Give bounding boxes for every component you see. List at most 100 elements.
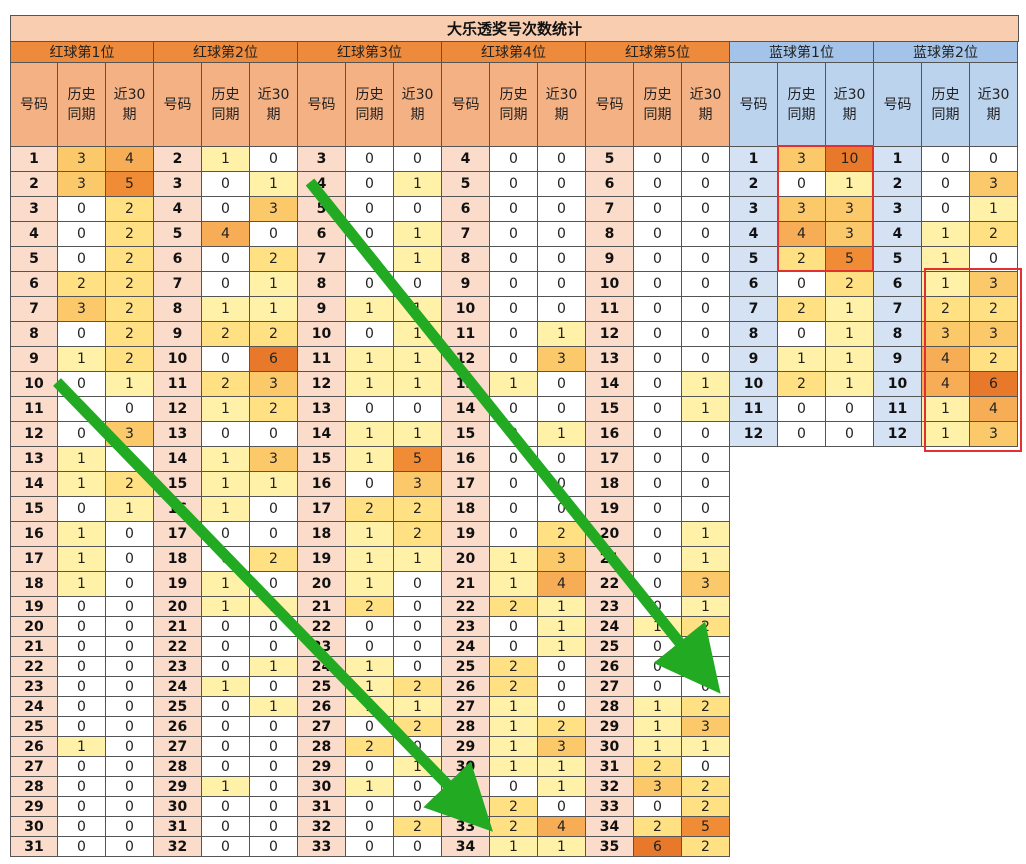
ball-number-cell: 25 [154,697,202,717]
ball-number-cell: 23 [154,657,202,677]
recent-count-cell: 2 [106,222,154,247]
recent-count-cell: 2 [106,247,154,272]
ball-number-cell: 6 [442,197,490,222]
history-count-cell: 0 [202,697,250,717]
ball-number-cell: 19 [10,597,58,617]
history-count-cell: 0 [490,422,538,447]
recent-count-cell: 1 [538,322,586,347]
recent-count-cell: 1 [538,617,586,637]
recent-count-cell: 0 [538,172,586,197]
history-count-cell: 0 [634,197,682,222]
ball-number-cell: 12 [442,347,490,372]
history-count-cell: 0 [634,172,682,197]
recent-count-cell: 1 [682,597,730,617]
recent-count-cell: 0 [538,372,586,397]
recent-count-cell: 0 [538,272,586,297]
ball-number-cell: 14 [442,397,490,422]
ball-number-cell: 28 [586,697,634,717]
recent-count-cell: 3 [250,197,298,222]
history-count-cell: 0 [490,347,538,372]
ball-number-cell: 24 [154,677,202,697]
history-count-cell: 0 [202,172,250,197]
ball-number-cell: 2 [10,172,58,197]
history-count-cell: 2 [778,372,826,397]
history-count-cell: 3 [58,297,106,322]
ball-number-cell: 14 [154,447,202,472]
ball-number-cell: 3 [874,197,922,222]
history-count-cell: 2 [58,272,106,297]
recent-count-cell: 0 [538,657,586,677]
ball-number-cell: 22 [298,617,346,637]
ball-number-cell: 20 [442,547,490,572]
column-header-hist: 历史 同期 [58,63,106,147]
history-count-cell: 0 [778,172,826,197]
column-header-recent: 近30 期 [682,63,730,147]
recent-count-cell: 3 [970,272,1018,297]
history-count-cell: 3 [922,322,970,347]
history-count-cell: 1 [58,347,106,372]
column-header-hist: 历史 同期 [922,63,970,147]
history-count-cell: 0 [202,617,250,637]
history-count-cell: 0 [634,297,682,322]
recent-count-cell: 0 [682,222,730,247]
history-count-cell: 1 [346,522,394,547]
ball-number-cell: 6 [874,272,922,297]
history-count-cell: 1 [634,697,682,717]
recent-count-cell: 0 [394,197,442,222]
recent-count-cell: 0 [250,717,298,737]
history-count-cell: 0 [490,272,538,297]
recent-count-cell: 1 [394,297,442,322]
history-count-cell: 0 [202,272,250,297]
ball-number-cell: 32 [298,817,346,837]
history-count-cell: 0 [202,637,250,657]
history-count-cell: 0 [202,837,250,857]
history-count-cell: 0 [490,247,538,272]
recent-count-cell: 1 [394,697,442,717]
history-count-cell: 0 [58,397,106,422]
ball-number-cell: 29 [442,737,490,757]
recent-count-cell: 2 [394,522,442,547]
history-count-cell: 0 [634,372,682,397]
recent-count-cell: 0 [250,777,298,797]
ball-number-cell: 9 [298,297,346,322]
ball-number-cell: 28 [298,737,346,757]
ball-number-cell: 21 [298,597,346,617]
history-count-cell: 0 [346,222,394,247]
recent-count-cell: 0 [394,737,442,757]
history-count-cell: 1 [202,447,250,472]
recent-count-cell: 0 [538,397,586,422]
recent-count-cell: 0 [394,657,442,677]
history-count-cell: 0 [58,222,106,247]
history-count-cell: 0 [58,777,106,797]
recent-count-cell: 0 [250,222,298,247]
recent-count-cell: 2 [394,717,442,737]
history-count-cell: 1 [202,572,250,597]
column-header-num: 号码 [442,63,490,147]
recent-count-cell: 0 [538,197,586,222]
ball-number-cell: 11 [154,372,202,397]
history-count-cell: 0 [634,657,682,677]
history-count-cell: 0 [58,197,106,222]
ball-number-cell: 18 [442,497,490,522]
ball-number-cell: 10 [298,322,346,347]
recent-count-cell: 0 [394,572,442,597]
history-count-cell: 1 [202,472,250,497]
ball-number-cell: 26 [10,737,58,757]
history-count-cell: 0 [634,247,682,272]
ball-number-cell: 4 [154,197,202,222]
history-count-cell: 0 [202,657,250,677]
recent-count-cell: 2 [250,322,298,347]
history-count-cell: 0 [58,677,106,697]
ball-number-cell: 22 [10,657,58,677]
recent-count-cell: 0 [682,147,730,172]
table-title: 大乐透奖号次数统计 [10,15,1019,42]
ball-number-cell: 19 [154,572,202,597]
history-count-cell: 4 [202,222,250,247]
ball-number-cell: 29 [10,797,58,817]
ball-number-cell: 2 [154,147,202,172]
ball-number-cell: 35 [586,837,634,857]
recent-count-cell: 1 [250,172,298,197]
history-count-cell: 2 [778,297,826,322]
ball-number-cell: 10 [154,347,202,372]
group-header: 红球第5位 [586,42,730,63]
